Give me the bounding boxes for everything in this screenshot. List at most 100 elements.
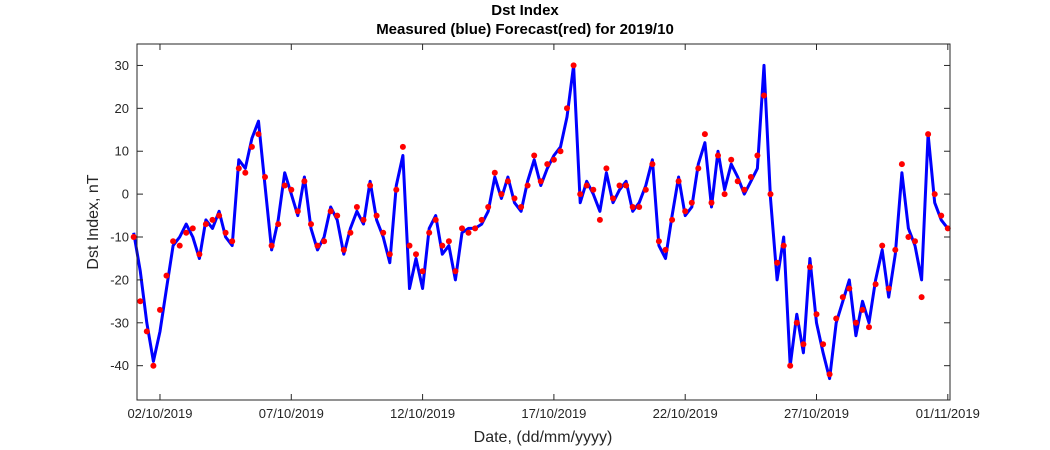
data-point-forecast	[944, 225, 951, 232]
data-point-forecast	[268, 242, 275, 249]
data-point-forecast	[833, 315, 840, 322]
data-point-forecast	[452, 268, 459, 275]
data-point-forecast	[524, 182, 531, 189]
data-point-forecast	[248, 143, 255, 150]
data-point-forecast	[347, 229, 354, 236]
data-point-forecast	[820, 341, 827, 348]
data-point-forecast	[143, 328, 150, 335]
plot-background	[137, 44, 950, 400]
data-point-forecast	[491, 169, 498, 176]
data-point-forecast	[189, 225, 196, 232]
data-point-forecast	[669, 216, 676, 223]
data-point-forecast	[353, 204, 360, 210]
y-tick-label: 10	[115, 144, 129, 159]
y-tick-label: -20	[110, 272, 129, 287]
data-point-forecast	[360, 216, 367, 223]
data-point-forecast	[130, 234, 137, 240]
data-point-forecast	[787, 362, 794, 369]
data-point-forecast	[445, 238, 452, 245]
data-point-forecast	[150, 362, 157, 369]
data-point-forecast	[255, 131, 262, 138]
data-point-forecast	[439, 242, 446, 249]
series-line-measured	[132, 63, 949, 381]
data-point-forecast	[511, 195, 518, 202]
data-point-forecast	[918, 294, 925, 301]
series-layer	[130, 62, 951, 381]
data-point-forecast	[472, 225, 479, 232]
data-point-forecast	[242, 169, 249, 176]
data-point-forecast	[774, 259, 781, 266]
data-point-forecast	[892, 246, 899, 253]
data-point-forecast	[872, 281, 879, 288]
data-point-forecast	[649, 161, 656, 168]
data-point-forecast	[728, 156, 735, 163]
chart-title: Dst Index	[491, 2, 559, 19]
data-point-forecast	[137, 298, 144, 305]
x-tick-label: 22/10/2019	[653, 406, 718, 421]
data-point-forecast	[235, 165, 242, 172]
data-point-forecast	[386, 251, 393, 258]
data-point-forecast	[688, 199, 695, 206]
x-tick-label: 27/10/2019	[784, 406, 849, 421]
data-point-forecast	[879, 242, 886, 249]
data-point-forecast	[498, 191, 505, 198]
data-point-forecast	[806, 264, 813, 270]
y-tick-label: 0	[122, 187, 129, 202]
data-point-forecast	[380, 229, 387, 236]
y-tick-label: -10	[110, 230, 129, 245]
data-point-forecast	[642, 186, 649, 193]
data-point-forecast	[754, 152, 761, 159]
data-point-forecast	[531, 152, 538, 159]
data-point-forecast	[176, 242, 183, 249]
data-point-forecast	[465, 229, 472, 236]
data-point-forecast	[583, 182, 590, 189]
data-point-forecast	[393, 186, 400, 193]
data-point-forecast	[761, 92, 767, 99]
data-point-forecast	[294, 208, 301, 215]
data-point-forecast	[590, 186, 597, 193]
data-point-forecast	[216, 212, 223, 219]
x-axis-label: Date, (dd/mm/yyyy)	[474, 429, 613, 446]
data-point-forecast	[596, 216, 603, 223]
data-point-forecast	[866, 324, 872, 331]
data-point-forecast	[301, 178, 308, 185]
data-point-forecast	[281, 182, 288, 189]
data-point-forecast	[163, 272, 170, 279]
data-point-forecast	[229, 238, 236, 245]
data-point-forecast	[780, 242, 787, 249]
data-point-forecast	[340, 246, 347, 253]
x-tick-label: 02/10/2019	[127, 406, 192, 421]
data-point-forecast	[367, 182, 374, 189]
data-point-forecast	[314, 242, 321, 249]
data-point-forecast	[931, 191, 938, 198]
data-point-forecast	[373, 212, 380, 219]
data-point-forecast	[183, 229, 190, 236]
data-point-forecast	[636, 204, 643, 210]
x-tick-label: 12/10/2019	[390, 406, 455, 421]
data-point-forecast	[603, 165, 610, 172]
data-point-forecast	[675, 178, 682, 185]
data-point-forecast	[701, 131, 708, 138]
data-point-forecast	[734, 178, 741, 185]
plot-frame	[136, 43, 951, 401]
data-point-forecast	[222, 229, 229, 236]
y-tick-label: -40	[110, 358, 129, 373]
data-point-forecast	[767, 191, 774, 198]
data-point-forecast	[721, 191, 728, 198]
data-point-forecast	[682, 208, 689, 215]
data-point-forecast	[288, 186, 295, 193]
data-point-forecast	[308, 221, 314, 228]
y-tick-label: 20	[115, 101, 129, 116]
chart-subtitle: Measured (blue) Forecast(red) for 2019/1…	[376, 21, 674, 38]
data-point-forecast	[859, 306, 866, 313]
data-point-forecast	[846, 285, 853, 292]
data-point-forecast	[747, 174, 754, 180]
data-point-forecast	[327, 208, 334, 215]
y-axis-label: Dst Index, nT	[85, 174, 102, 269]
data-point-forecast	[518, 204, 525, 210]
data-point-forecast	[275, 221, 282, 228]
data-point-forecast	[925, 131, 932, 138]
data-point-forecast	[564, 105, 570, 112]
x-tick-label: 07/10/2019	[259, 406, 324, 421]
